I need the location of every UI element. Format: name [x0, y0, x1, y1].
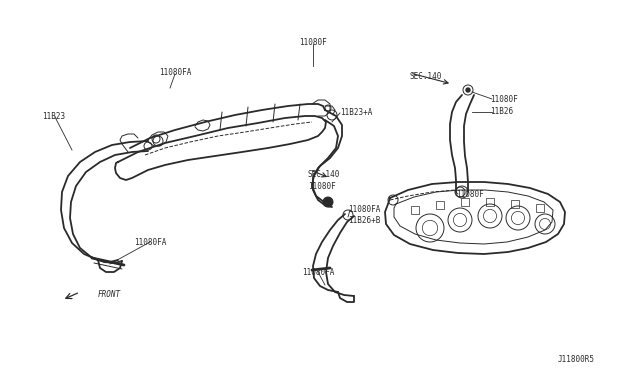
- Text: 11080F: 11080F: [456, 190, 484, 199]
- Text: 11080FA: 11080FA: [159, 68, 191, 77]
- Bar: [536, 204, 544, 212]
- Text: SEC.140: SEC.140: [410, 72, 442, 81]
- Bar: [486, 198, 494, 206]
- Text: 11B23+A: 11B23+A: [340, 108, 372, 117]
- Text: 11080F: 11080F: [308, 182, 336, 191]
- Text: 11080F: 11080F: [490, 95, 518, 104]
- Text: 11B26+B: 11B26+B: [348, 216, 380, 225]
- Circle shape: [466, 88, 470, 92]
- Text: 11080FA: 11080FA: [348, 205, 380, 214]
- Bar: [411, 206, 419, 214]
- Bar: [461, 198, 469, 206]
- Bar: [511, 200, 519, 208]
- Text: 11B23: 11B23: [42, 112, 65, 121]
- Text: SEC.140: SEC.140: [308, 170, 340, 179]
- Circle shape: [323, 197, 333, 207]
- Text: FRONT: FRONT: [98, 290, 121, 299]
- Text: 11080FA: 11080FA: [302, 268, 334, 277]
- Bar: [436, 201, 444, 209]
- Text: J11800R5: J11800R5: [558, 355, 595, 364]
- Text: 11080F: 11080F: [299, 38, 327, 47]
- Text: 11B26: 11B26: [490, 107, 513, 116]
- Text: 11080FA: 11080FA: [134, 238, 166, 247]
